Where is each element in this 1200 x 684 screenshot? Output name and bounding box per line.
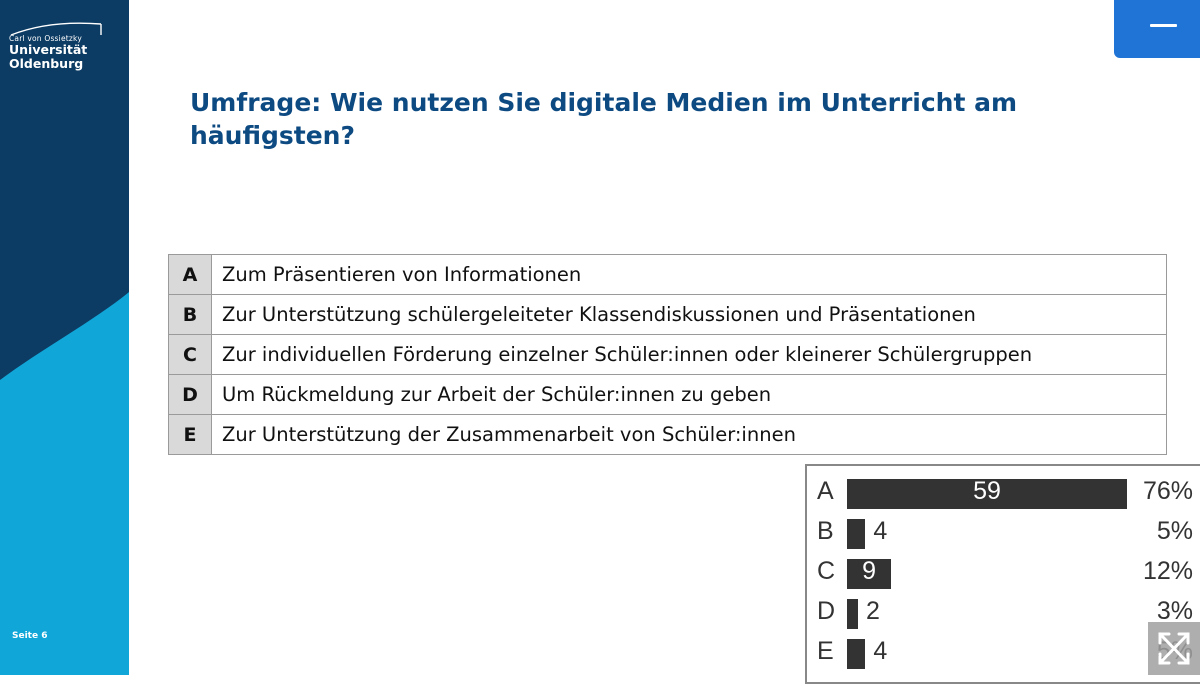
option-text: Zur Unterstützung schülergeleiteter Klas… bbox=[211, 294, 1167, 335]
result-percent: 5% bbox=[1156, 517, 1193, 545]
result-percent: 3% bbox=[1156, 597, 1193, 625]
page-number: Seite 6 bbox=[12, 631, 48, 641]
result-count: 4 bbox=[873, 517, 888, 545]
option-text: Zum Präsentieren von Informationen bbox=[211, 254, 1167, 295]
result-bar bbox=[847, 599, 859, 629]
option-text: Zur Unterstützung der Zusammenarbeit von… bbox=[211, 414, 1167, 455]
university-logo: Carl von Ossietzky Universität Oldenburg bbox=[9, 22, 121, 71]
result-count: 4 bbox=[873, 637, 888, 665]
option-letter: E bbox=[168, 414, 212, 455]
poll-results-panel: A 59 76% B 4 5% C9 12% D 2 3% E 4 5% bbox=[805, 464, 1200, 684]
options-table: A Zum Präsentieren von Informationen B Z… bbox=[168, 254, 1167, 455]
logo-arc-icon bbox=[10, 22, 102, 36]
option-text: Um Rückmeldung zur Arbeit der Schüler:in… bbox=[211, 374, 1167, 415]
expand-button[interactable] bbox=[1148, 622, 1200, 675]
result-label: D bbox=[817, 597, 836, 625]
option-letter: A bbox=[168, 254, 212, 295]
menu-button[interactable] bbox=[1114, 0, 1200, 58]
result-label: A bbox=[817, 477, 834, 505]
result-bar bbox=[847, 639, 866, 669]
hamburger-icon bbox=[1150, 24, 1177, 27]
result-percent: 76% bbox=[1142, 477, 1193, 505]
expand-arrows-icon bbox=[1158, 632, 1190, 665]
result-bar bbox=[847, 519, 866, 549]
result-row: B 4 5% bbox=[807, 514, 1200, 549]
result-count: 59 bbox=[973, 477, 1001, 505]
option-row: C Zur individuellen Förderung einzelner … bbox=[168, 334, 1167, 375]
result-count: 2 bbox=[866, 597, 880, 625]
result-row: E45% bbox=[807, 634, 1200, 669]
sidebar-background bbox=[0, 0, 129, 675]
logo-line-1: Universität bbox=[9, 42, 88, 57]
option-text: Zur individuellen Förderung einzelner Sc… bbox=[211, 334, 1167, 375]
result-row: C 9 12% bbox=[807, 554, 1200, 589]
logo-line-2: Oldenburg bbox=[9, 56, 84, 71]
result-row: D 2 3% bbox=[807, 594, 1200, 629]
option-row: D Um Rückmeldung zur Arbeit der Schüler:… bbox=[168, 374, 1167, 415]
option-row: B Zur Unterstützung schülergeleiteter Kl… bbox=[168, 294, 1167, 335]
result-percent: 12% bbox=[1142, 557, 1193, 585]
option-letter: B bbox=[168, 294, 212, 335]
option-letter: D bbox=[168, 374, 212, 415]
result-row: A 59 76% bbox=[807, 474, 1200, 509]
option-letter: C bbox=[168, 334, 212, 375]
option-row: A Zum Präsentieren von Informationen bbox=[168, 254, 1167, 295]
option-row: E Zur Unterstützung der Zusammenarbeit v… bbox=[168, 414, 1167, 455]
slide-title: Umfrage: Wie nutzen Sie digitale Medien … bbox=[190, 88, 1018, 150]
result-bar bbox=[847, 559, 892, 589]
result-label: E bbox=[817, 637, 834, 665]
result-bar bbox=[847, 479, 1127, 509]
result-label: B bbox=[817, 517, 834, 545]
result-label: C bbox=[817, 557, 836, 585]
sidebar: Carl von Ossietzky Universität Oldenburg… bbox=[0, 0, 129, 675]
logo-small-text: Carl von Ossietzky bbox=[9, 34, 82, 43]
result-count: 9 bbox=[862, 557, 877, 585]
